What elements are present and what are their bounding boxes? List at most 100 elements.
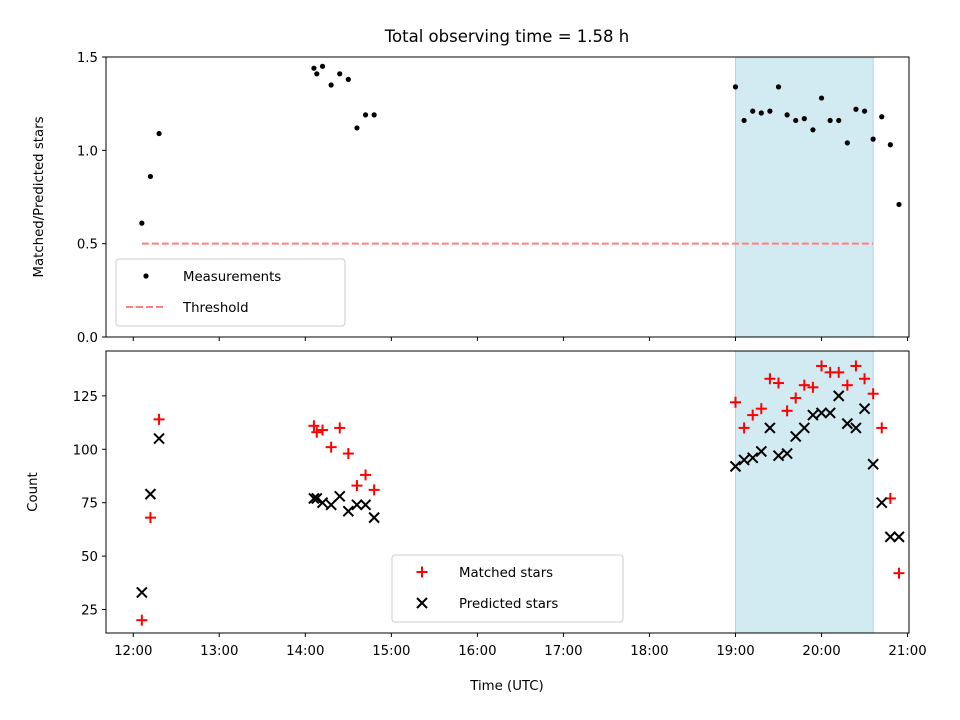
data-point <box>362 112 369 118</box>
y-tick-label: 1.5 <box>77 51 98 66</box>
y-tick-label: 75 <box>81 497 98 512</box>
data-point <box>308 420 320 432</box>
legend: Matched stars Predicted stars <box>391 554 624 623</box>
data-point <box>850 422 862 434</box>
data-point <box>325 441 337 453</box>
x-tick-label: 21:00 <box>888 644 926 659</box>
data-point <box>747 409 759 421</box>
data-point <box>893 567 905 579</box>
data-point <box>342 448 354 460</box>
data-point <box>360 469 372 481</box>
data-point <box>798 422 811 434</box>
data-point <box>328 82 334 88</box>
data-point <box>781 447 793 460</box>
data-point <box>729 460 742 473</box>
data-point <box>732 84 739 90</box>
data-point <box>354 125 360 131</box>
data-point <box>844 140 850 146</box>
data-point <box>351 480 363 492</box>
data-point <box>859 373 871 385</box>
x-axis-label: Time (UTC) <box>469 679 544 694</box>
data-point <box>758 110 764 116</box>
x-tick-label: 17:00 <box>544 644 582 659</box>
data-point <box>153 432 165 445</box>
data-point <box>738 422 750 434</box>
y-axis-label: Matched/Predicted stars <box>32 116 47 277</box>
axes-frame <box>105 56 910 338</box>
data-point <box>738 454 750 466</box>
y-tick-label: 25 <box>81 604 98 619</box>
data-point <box>807 381 819 393</box>
data-point <box>867 458 879 470</box>
ratio-panel: 0.0 0.5 1.0 1.5 Matched/Predicted stars Measu… <box>32 51 910 346</box>
data-point <box>741 117 747 124</box>
y-tick-label: 125 <box>73 390 98 405</box>
data-point <box>815 407 828 419</box>
data-point <box>801 116 807 122</box>
data-point <box>311 65 317 71</box>
data-point <box>755 403 767 415</box>
data-point <box>781 405 793 417</box>
data-point <box>136 586 148 599</box>
legend-label: Matched stars <box>459 566 553 581</box>
legend-label: Measurements <box>183 270 281 285</box>
data-point <box>325 499 337 511</box>
data-point <box>136 614 148 626</box>
data-point <box>790 430 802 443</box>
data-point <box>345 76 351 82</box>
data-point <box>841 379 853 391</box>
legend-box <box>391 554 624 623</box>
data-point <box>858 402 871 415</box>
y-tick-label: 50 <box>81 550 98 565</box>
data-point <box>368 511 380 524</box>
data-point <box>316 496 329 509</box>
legend-box <box>115 258 346 327</box>
data-point <box>334 422 346 434</box>
data-point <box>351 499 363 511</box>
data-point <box>887 142 893 148</box>
data-point <box>879 114 885 120</box>
data-point <box>772 449 785 462</box>
data-point <box>861 108 868 114</box>
data-point <box>334 490 346 502</box>
legend-label: Predicted stars <box>459 597 558 612</box>
data-point <box>807 409 819 421</box>
axes-frame <box>105 350 910 634</box>
data-point <box>827 117 833 124</box>
y-tick-label: 1.0 <box>77 144 98 159</box>
count-panel: 25 50 75 100 125 Count Matched stars Predicted … <box>26 350 910 637</box>
data-point <box>342 505 355 517</box>
y-tick-label: 100 <box>73 443 98 458</box>
x-tick-label: 15:00 <box>372 644 410 659</box>
data-point <box>317 424 329 436</box>
data-point <box>818 95 825 101</box>
y-tick-label: 0.5 <box>77 238 98 253</box>
data-point <box>764 373 776 385</box>
data-point <box>139 220 145 226</box>
data-point <box>775 84 782 90</box>
legend: Measurements Threshold <box>115 258 346 327</box>
data-point <box>144 512 156 524</box>
data-point <box>784 112 790 118</box>
data-point <box>884 531 897 543</box>
data-point <box>416 597 428 609</box>
data-point <box>755 445 768 458</box>
data-point <box>319 63 326 69</box>
data-point <box>337 71 343 77</box>
series-measurements <box>139 63 902 226</box>
shaded-interval <box>734 350 874 634</box>
data-point <box>371 112 377 118</box>
data-point <box>833 366 845 378</box>
x-tick-label: 16:00 <box>458 644 496 659</box>
legend-label: Threshold <box>182 301 249 316</box>
data-point <box>311 426 323 438</box>
data-point <box>368 484 380 496</box>
data-point <box>314 71 320 77</box>
data-point <box>893 531 905 543</box>
x-tick-label: 19:00 <box>716 644 754 659</box>
data-point <box>810 127 816 133</box>
data-point <box>308 492 320 505</box>
x-axis: 12:00 13:00 14:00 15:00 16:00 17:00 18:00 19:00… <box>114 644 927 659</box>
data-point <box>896 201 902 208</box>
